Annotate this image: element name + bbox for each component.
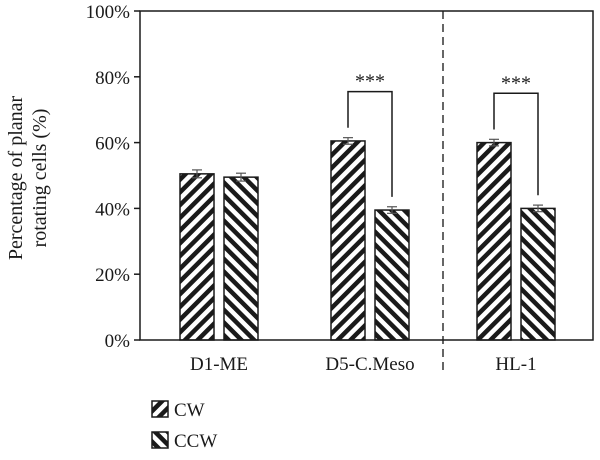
legend-label-cw: CW bbox=[174, 400, 205, 421]
y-tick-label: 80% bbox=[95, 68, 130, 89]
y-axis-label-line-1: Percentage of planar bbox=[5, 95, 27, 260]
bars bbox=[179, 140, 556, 341]
bar-ccw-0 bbox=[223, 176, 259, 341]
y-axis-ticks: 0% 20% 40% 60% 80% 100% bbox=[86, 2, 140, 352]
y-axis-label: Percentage of planar rotating cells (%) bbox=[5, 95, 51, 260]
bar-ccw-1 bbox=[374, 209, 410, 341]
significance-bracket bbox=[347, 90, 393, 197]
x-category-label: D5-C.Meso bbox=[325, 354, 414, 375]
bar-cw-0 bbox=[179, 173, 215, 341]
y-tick-label: 60% bbox=[95, 134, 130, 155]
x-axis-categories: D1-ME D5-C.Meso HL-1 bbox=[190, 354, 537, 375]
legend-swatch-cw bbox=[151, 400, 169, 418]
y-tick-label: 40% bbox=[95, 199, 130, 220]
y-tick-label: 100% bbox=[86, 2, 131, 23]
significance-bracket bbox=[493, 92, 539, 196]
legend-label-ccw: CCW bbox=[174, 431, 217, 452]
significance-annotations: *** *** bbox=[347, 71, 539, 197]
legend-swatch-ccw bbox=[151, 431, 169, 449]
significance-label: *** bbox=[355, 71, 385, 93]
legend: CW CCW bbox=[151, 400, 217, 452]
x-category-label: HL-1 bbox=[495, 354, 536, 375]
bar-ccw-2 bbox=[520, 207, 556, 341]
plot-frame bbox=[139, 10, 594, 341]
bar-cw-1 bbox=[330, 140, 366, 341]
error-bars bbox=[192, 137, 543, 214]
x-category-label: D1-ME bbox=[190, 354, 248, 375]
y-tick-label: 0% bbox=[105, 331, 131, 352]
bar-cw-2 bbox=[476, 141, 512, 341]
y-axis-label-line-2: rotating cells (%) bbox=[29, 109, 51, 248]
significance-label: *** bbox=[501, 72, 531, 94]
y-tick-label: 20% bbox=[95, 265, 130, 286]
